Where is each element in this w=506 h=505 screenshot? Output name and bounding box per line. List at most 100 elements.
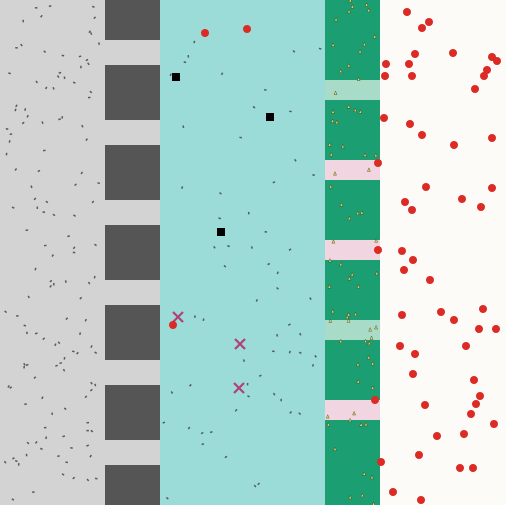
- speck: [80, 171, 84, 175]
- speck: [30, 185, 33, 189]
- lane-band: [325, 320, 380, 340]
- speck: [20, 43, 23, 47]
- speck: [86, 444, 90, 447]
- speck: [16, 315, 19, 317]
- seed: [331, 239, 336, 244]
- speck: [247, 394, 250, 398]
- speck: [61, 54, 65, 57]
- seed: [366, 7, 371, 13]
- speck: [25, 363, 29, 367]
- speck: [9, 133, 13, 136]
- speck: [312, 174, 315, 176]
- red-dot: [449, 49, 457, 57]
- seed: [334, 17, 338, 22]
- speck: [180, 186, 184, 190]
- obstacle: [172, 73, 180, 81]
- speck: [23, 324, 27, 327]
- speck: [74, 183, 77, 187]
- speck: [264, 230, 268, 233]
- red-dot: [472, 400, 480, 408]
- speck: [93, 275, 96, 279]
- speck: [218, 217, 222, 220]
- seed: [356, 76, 361, 81]
- speck: [200, 431, 204, 435]
- seed: [356, 361, 360, 367]
- seed: [372, 501, 375, 505]
- speck: [253, 484, 257, 488]
- red-dot: [450, 141, 458, 149]
- seed: [370, 361, 375, 366]
- speck: [59, 361, 63, 365]
- seed: [369, 335, 374, 340]
- speck: [11, 456, 15, 460]
- speck: [298, 351, 302, 354]
- seed: [347, 276, 352, 281]
- speck: [67, 235, 70, 238]
- cross: [233, 382, 245, 394]
- speck: [23, 365, 26, 369]
- speck: [276, 271, 279, 275]
- speck: [309, 297, 312, 301]
- speck: [26, 441, 30, 445]
- seed: [359, 422, 363, 427]
- speck: [54, 343, 57, 347]
- red-dot: [377, 458, 385, 466]
- red-dot: [400, 266, 408, 274]
- speck: [34, 7, 38, 9]
- speck: [94, 477, 98, 480]
- speck: [170, 391, 174, 394]
- speck: [42, 149, 46, 152]
- speck: [5, 127, 9, 130]
- seed: [326, 422, 331, 427]
- speck: [162, 421, 166, 424]
- decorations: [3, 0, 501, 505]
- speck: [89, 454, 92, 458]
- red-dot: [415, 451, 423, 459]
- red-dot: [426, 276, 434, 284]
- speck: [250, 246, 254, 249]
- speck: [63, 76, 66, 80]
- speck: [57, 454, 60, 458]
- red-dot: [422, 183, 430, 191]
- wall-block: [105, 65, 160, 120]
- seed: [329, 152, 334, 157]
- speck: [70, 447, 73, 449]
- speck: [53, 282, 55, 286]
- red-dot: [456, 464, 464, 472]
- seed: [328, 258, 332, 263]
- seed: [358, 109, 363, 114]
- speck: [314, 354, 317, 358]
- red-dot: [408, 72, 416, 80]
- speck: [242, 359, 246, 363]
- speck: [52, 213, 56, 217]
- speck: [45, 436, 48, 440]
- speck: [263, 88, 267, 91]
- seed: [352, 410, 356, 416]
- speck: [91, 200, 95, 204]
- speck: [318, 47, 322, 50]
- speck: [32, 491, 35, 493]
- speck: [84, 395, 88, 399]
- red-dot: [477, 203, 485, 211]
- speck: [90, 345, 93, 349]
- seed: [362, 471, 367, 476]
- red-dot: [476, 392, 484, 400]
- speck: [65, 317, 69, 321]
- seed: [362, 41, 367, 47]
- speck: [294, 158, 297, 162]
- red-dot: [421, 401, 429, 409]
- speck: [272, 350, 275, 353]
- red-dot: [490, 420, 498, 428]
- speck: [7, 384, 10, 388]
- speck: [65, 461, 69, 464]
- speck: [288, 350, 291, 354]
- speck: [35, 80, 39, 84]
- seed: [364, 2, 369, 7]
- speck: [183, 61, 187, 64]
- speck: [17, 463, 20, 466]
- speck: [289, 411, 293, 414]
- speck: [89, 388, 93, 392]
- speck: [21, 121, 25, 125]
- wall-block: [105, 225, 160, 280]
- red-dot: [374, 159, 382, 167]
